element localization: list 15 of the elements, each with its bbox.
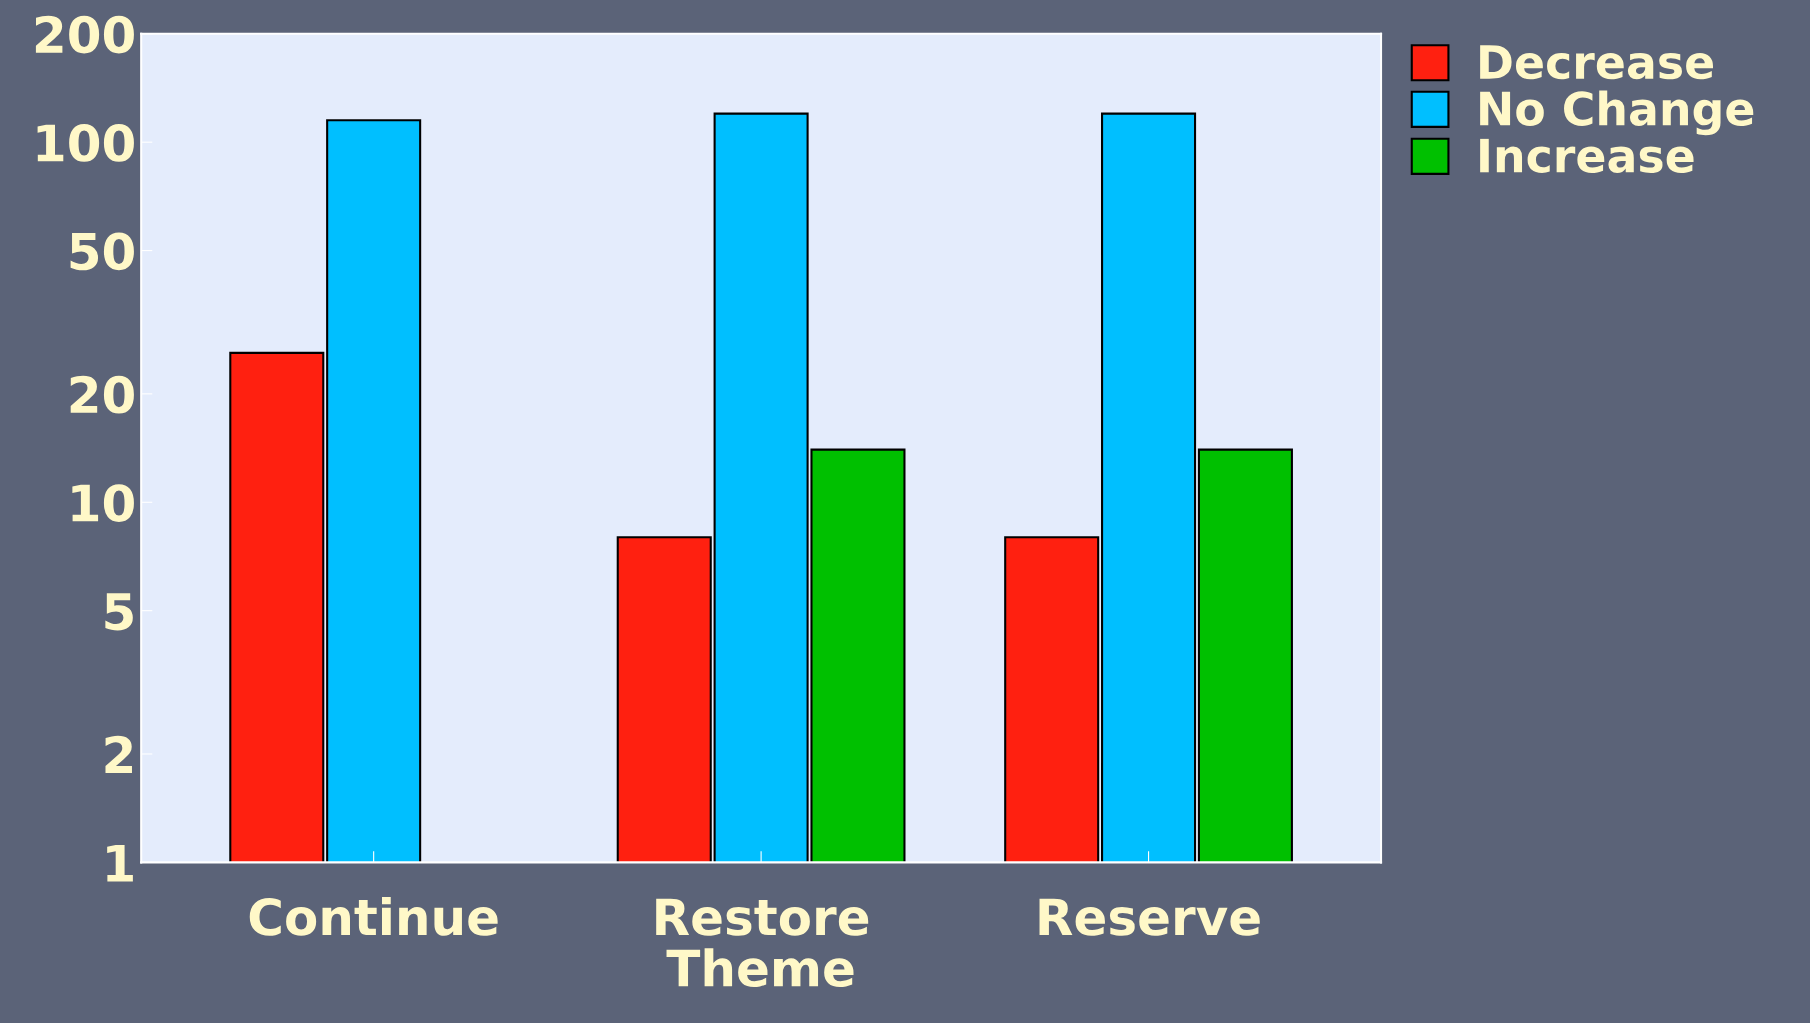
y-tick-label: 10	[72, 484, 134, 522]
legend-label: No Change	[1480, 90, 1754, 136]
y-tick-label: 2	[105, 735, 132, 773]
x-tick-label: Reserve	[1039, 898, 1260, 936]
y-tick-label: 5	[105, 593, 133, 631]
y-tick-label: 1	[107, 844, 133, 882]
y-tick-label: 50	[70, 232, 134, 271]
legend-label: Increase	[1480, 138, 1694, 173]
y-tick-label: 100	[37, 124, 134, 162]
x-axis-title: Theme	[666, 948, 854, 987]
x-tick-label: Restore	[656, 898, 869, 936]
y-tick-label: 200	[35, 15, 134, 54]
legend-label: Decrease	[1480, 45, 1713, 80]
x-tick-label: Continue	[249, 897, 498, 936]
y-tick-label: 20	[70, 375, 134, 414]
